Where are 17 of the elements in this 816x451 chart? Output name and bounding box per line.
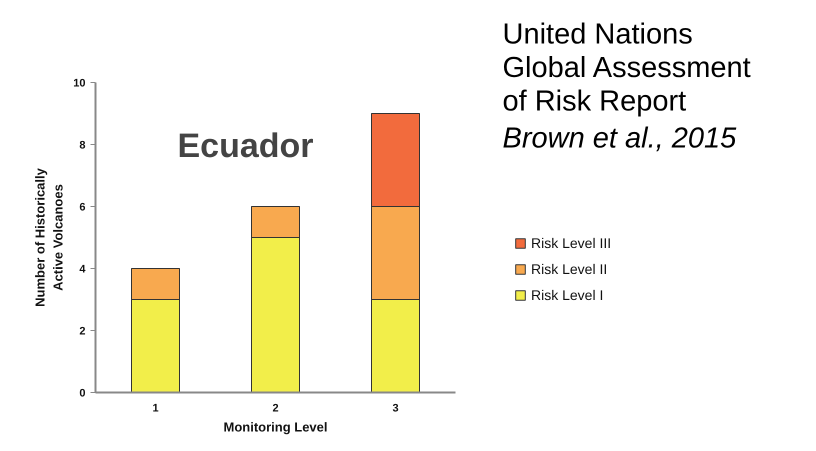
y-tick-label: 10 <box>73 78 86 90</box>
x-tick-label: 3 <box>392 402 399 414</box>
y-tick-label: 6 <box>79 202 86 214</box>
legend-label: Risk Level III <box>531 235 612 251</box>
legend-label: Risk Level II <box>531 261 608 277</box>
x-tick-label: 2 <box>272 402 279 414</box>
text: Ecuador <box>177 127 314 166</box>
y-tick-label: 8 <box>79 140 86 152</box>
x-axis-title: Monitoring Level <box>224 420 328 434</box>
text: Brown et al., 2015 <box>502 122 738 154</box>
y-tick-label: 2 <box>79 326 86 338</box>
y-tick-label: 4 <box>79 264 86 276</box>
x-tick-label: 1 <box>152 402 159 414</box>
text: United Nations Global Assessment of Risk Report <box>502 18 751 118</box>
y-axis-title: Number of Historically Active Volcanoes <box>32 167 66 307</box>
legend-label: Risk Level I <box>531 287 604 303</box>
y-tick-label: 0 <box>79 388 86 400</box>
